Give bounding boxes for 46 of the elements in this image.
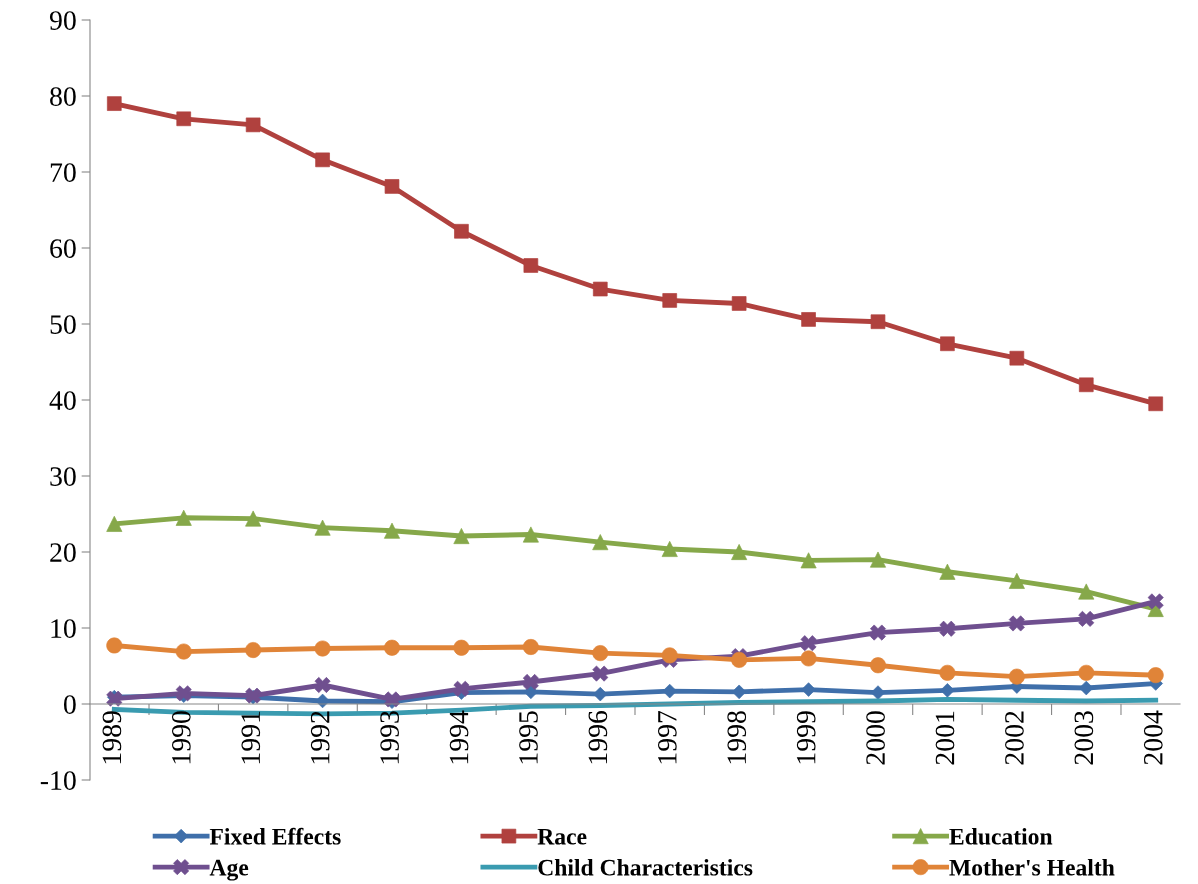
legend-label: Mother's Health xyxy=(949,858,1115,876)
x-tick-label: 1991 xyxy=(241,711,261,764)
x-tick-label: 1989 xyxy=(102,711,122,764)
legend-label: Age xyxy=(209,859,249,881)
y-tick-label: 10 xyxy=(51,619,76,638)
point xyxy=(661,540,678,557)
x-tick-label: 2003 xyxy=(1074,711,1094,765)
legend-label: Child Characteristics xyxy=(538,858,753,876)
point xyxy=(453,528,470,545)
point xyxy=(593,686,608,702)
legend-label: Race xyxy=(537,828,587,845)
point xyxy=(592,281,608,297)
y-tick-label: 80 xyxy=(50,87,76,106)
point xyxy=(870,314,886,330)
point xyxy=(870,624,886,641)
y-tick-label: 60 xyxy=(50,239,76,258)
point xyxy=(592,534,609,551)
x-tick-label: 2000 xyxy=(866,711,885,765)
point xyxy=(176,111,192,127)
legend-label: Fixed Effects xyxy=(209,827,341,845)
y-tick-label: -10 xyxy=(40,771,76,790)
point xyxy=(1009,350,1025,366)
x-tick-label: 2002 xyxy=(1005,711,1024,765)
x-tick-label: 1990 xyxy=(171,711,191,764)
x-tick-label: 1999 xyxy=(796,711,816,764)
y-tick-label: 30 xyxy=(50,467,76,486)
x-tick-label: 2004 xyxy=(1143,710,1163,765)
point xyxy=(1008,572,1025,589)
x-tick-label: 1997 xyxy=(658,710,677,764)
y-tick-label: 40 xyxy=(49,391,76,410)
point xyxy=(384,179,400,194)
x-tick-label: 1996 xyxy=(588,710,608,764)
x-tick-label: 1993 xyxy=(380,711,399,764)
y-tick-label: 0 xyxy=(63,695,76,714)
legend-label: Education xyxy=(949,827,1053,845)
y-tick-label: 20 xyxy=(50,543,76,562)
x-tick-label: 1995 xyxy=(519,711,538,764)
y-tick-label: 50 xyxy=(50,315,76,334)
point xyxy=(1078,583,1095,600)
x-tick-label: 1998 xyxy=(727,711,747,764)
x-tick-label: 1994 xyxy=(449,710,469,764)
x-tick-label: 1992 xyxy=(310,711,330,764)
point xyxy=(662,683,677,699)
y-tick-label: 70 xyxy=(50,163,76,182)
y-tick-label: 90 xyxy=(49,11,76,30)
x-tick-label: 2001 xyxy=(935,711,955,765)
